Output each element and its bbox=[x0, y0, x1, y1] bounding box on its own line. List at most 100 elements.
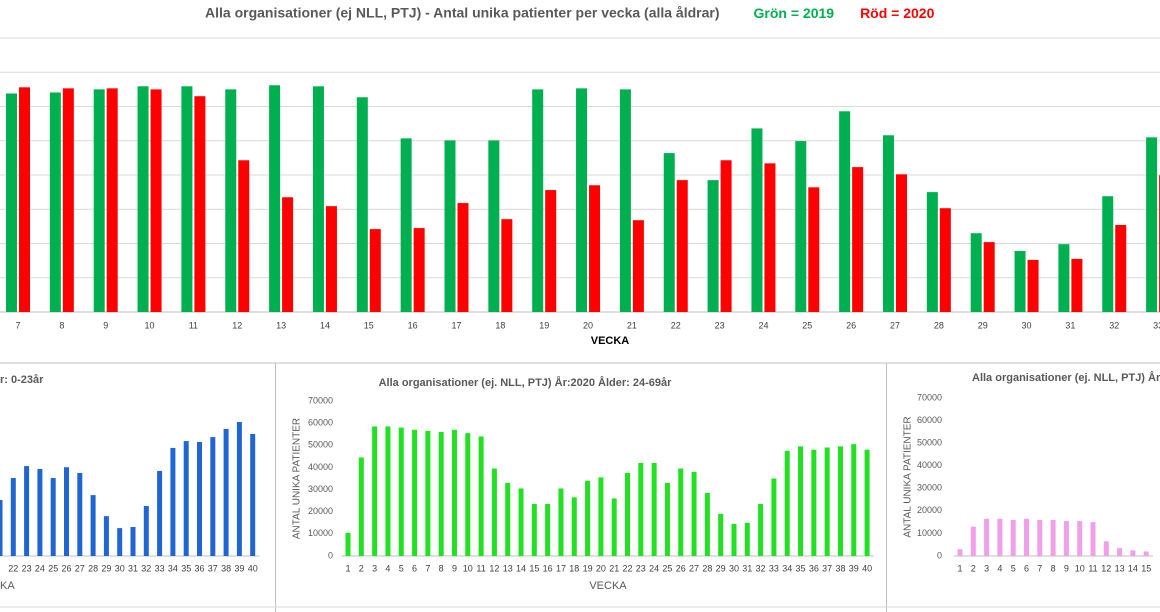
y-tick-label: 10000 bbox=[917, 528, 942, 538]
x-tick-label: 40 bbox=[862, 563, 872, 573]
bar bbox=[808, 187, 820, 312]
x-tick-label: 32 bbox=[1109, 320, 1119, 330]
x-tick-label: 2 bbox=[971, 563, 976, 573]
x-tick-label: 40 bbox=[248, 563, 258, 573]
y-tick-label: 40000 bbox=[917, 460, 942, 470]
x-tick-label: 39 bbox=[234, 563, 244, 573]
x-tick-label: 18 bbox=[495, 320, 505, 330]
bar bbox=[223, 428, 229, 556]
x-tick-label: 31 bbox=[742, 563, 752, 573]
x-tick-label: 28 bbox=[934, 320, 944, 330]
bar bbox=[478, 436, 484, 556]
bar bbox=[1146, 137, 1158, 312]
bar bbox=[1014, 251, 1026, 312]
x-tick-label: 23 bbox=[22, 563, 32, 573]
bar bbox=[1024, 518, 1029, 556]
bar bbox=[795, 141, 807, 312]
bar bbox=[864, 449, 870, 556]
x-tick-label: 23 bbox=[636, 563, 646, 573]
x-tick-label: 12 bbox=[232, 320, 242, 330]
bar bbox=[651, 463, 657, 556]
bar bbox=[545, 503, 551, 556]
bar bbox=[532, 89, 544, 312]
bar bbox=[619, 89, 631, 312]
x-tick-label: 8 bbox=[1051, 563, 1056, 573]
bar bbox=[970, 233, 982, 312]
x-tick-label: 29 bbox=[978, 320, 988, 330]
bar bbox=[0, 499, 3, 556]
x-tick-label: 6 bbox=[412, 563, 417, 573]
bar bbox=[718, 513, 724, 556]
bar bbox=[1090, 522, 1096, 556]
x-tick-label: 9 bbox=[452, 563, 457, 573]
bar bbox=[19, 87, 30, 312]
bar bbox=[676, 180, 688, 312]
x-tick-label: 14 bbox=[516, 563, 526, 573]
bar bbox=[764, 163, 776, 312]
bar bbox=[983, 242, 995, 312]
x-tick-label: 11 bbox=[1088, 563, 1097, 573]
bar bbox=[518, 488, 524, 556]
x-tick-label: 4 bbox=[997, 563, 1002, 573]
x-tick-label: 4 bbox=[385, 563, 390, 573]
x-axis-label: VECKA bbox=[591, 335, 630, 347]
x-axis-label: VECKA bbox=[589, 580, 627, 592]
x-tick-label: 10 bbox=[463, 563, 473, 573]
bar bbox=[90, 495, 96, 556]
x-tick-label: 16 bbox=[543, 563, 553, 573]
bar bbox=[50, 478, 56, 556]
bar bbox=[49, 92, 61, 313]
bar bbox=[1115, 225, 1127, 312]
legend-entry: Röd = 2020 bbox=[860, 5, 935, 21]
x-tick-label: 12 bbox=[1101, 563, 1111, 573]
x-tick-label: 34 bbox=[782, 563, 792, 573]
x-tick-label: 9 bbox=[103, 320, 108, 330]
x-tick-label: 30 bbox=[1022, 320, 1032, 330]
bar bbox=[488, 140, 500, 312]
x-tick-label: 15 bbox=[364, 320, 374, 330]
x-tick-label: 24 bbox=[649, 563, 659, 573]
bar bbox=[997, 518, 1003, 556]
bar bbox=[926, 192, 938, 312]
bar bbox=[545, 190, 557, 312]
bar bbox=[957, 549, 963, 556]
bar bbox=[632, 220, 644, 312]
x-tick-label: 11 bbox=[476, 563, 485, 573]
x-tick-label: 26 bbox=[846, 320, 856, 330]
bar bbox=[1103, 541, 1109, 556]
bar bbox=[852, 167, 864, 312]
bar bbox=[236, 422, 242, 556]
bar bbox=[589, 185, 601, 312]
bar bbox=[837, 446, 843, 556]
y-tick-label: 20000 bbox=[917, 505, 942, 515]
x-tick-label: 33 bbox=[155, 563, 165, 573]
bar bbox=[451, 429, 457, 556]
bar bbox=[103, 516, 109, 556]
bar bbox=[438, 432, 444, 556]
bar bbox=[638, 463, 644, 556]
x-tick-label: 7 bbox=[1037, 563, 1042, 573]
bar bbox=[457, 203, 469, 312]
bar bbox=[413, 228, 425, 312]
x-tick-label: 5 bbox=[1011, 563, 1016, 573]
x-tick-label: 36 bbox=[809, 563, 819, 573]
bar bbox=[358, 457, 364, 556]
bar bbox=[798, 446, 804, 556]
bar bbox=[491, 468, 497, 556]
bar bbox=[883, 135, 894, 312]
x-tick-label: 32 bbox=[756, 563, 766, 573]
x-tick-label: 25 bbox=[662, 563, 672, 573]
bar bbox=[970, 526, 976, 556]
x-tick-label: 13 bbox=[1115, 563, 1125, 573]
bar bbox=[505, 482, 511, 556]
x-tick-label: 22 bbox=[623, 563, 633, 573]
bar bbox=[93, 89, 105, 312]
x-tick-label: 34 bbox=[168, 563, 178, 573]
bar bbox=[372, 426, 378, 556]
x-tick-label: 16 bbox=[408, 320, 418, 330]
x-tick-label: 36 bbox=[194, 563, 204, 573]
bar bbox=[704, 492, 710, 556]
bar bbox=[398, 427, 404, 556]
y-tick-label: 0 bbox=[937, 550, 942, 560]
bar bbox=[558, 488, 564, 556]
